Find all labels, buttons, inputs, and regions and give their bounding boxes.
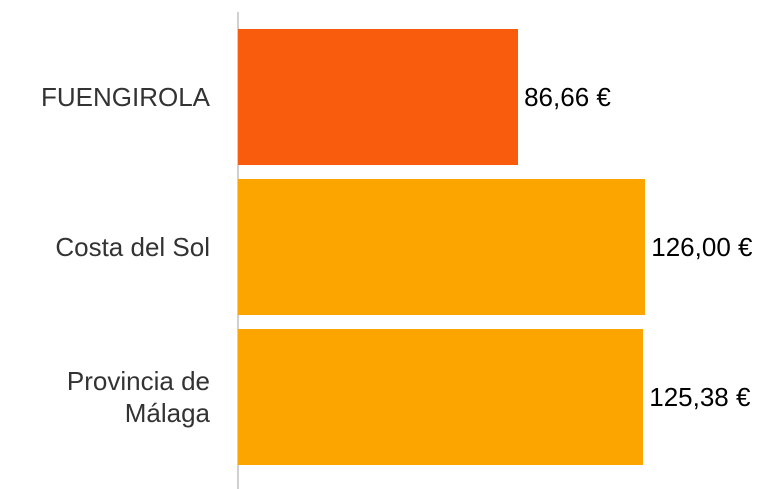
category-label: Provincia de Málaga bbox=[66, 366, 210, 428]
category-label: Costa del Sol bbox=[55, 232, 210, 262]
bar bbox=[238, 329, 644, 465]
bar bbox=[238, 179, 646, 315]
value-label: 86,66 € bbox=[524, 81, 611, 112]
value-label: 126,00 € bbox=[651, 231, 753, 262]
bar bbox=[238, 29, 519, 165]
category-label: FUENGIROLA bbox=[40, 82, 210, 112]
value-label: 125,38 € bbox=[649, 381, 751, 412]
